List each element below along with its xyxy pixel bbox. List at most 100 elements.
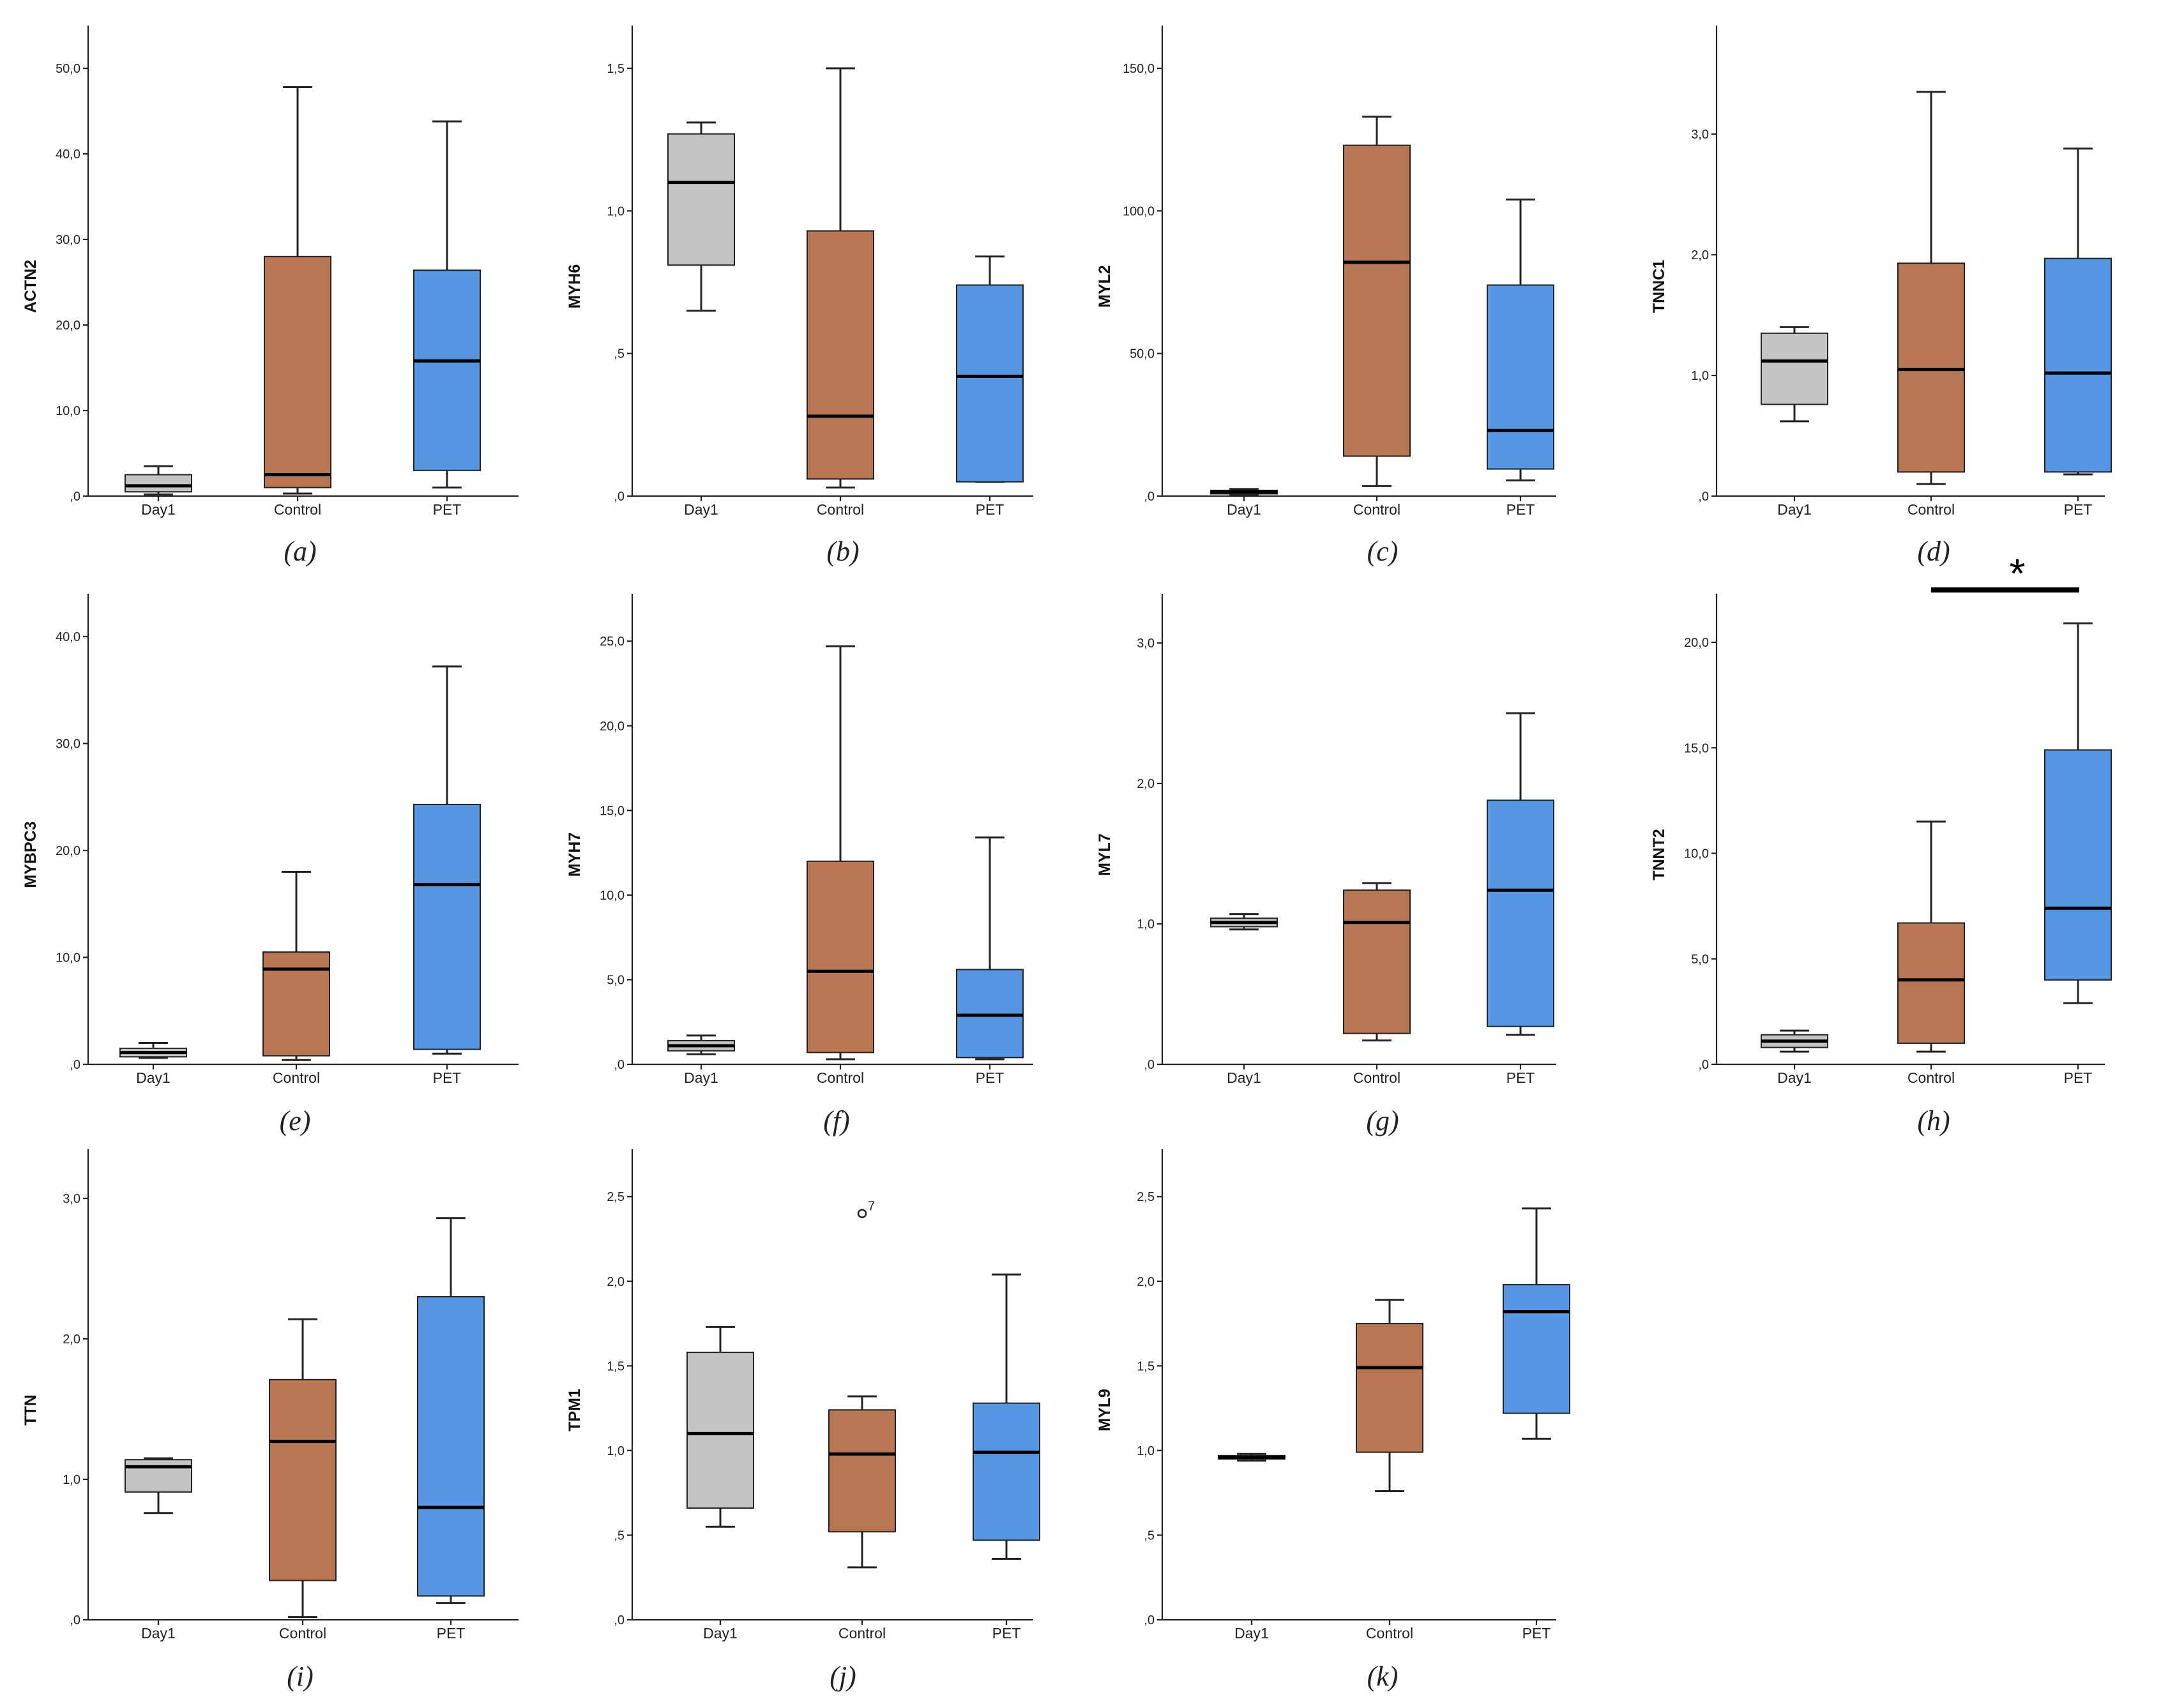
- y-tick-label: ,5: [614, 1529, 625, 1543]
- x-tick-label-control: Control: [1366, 1625, 1413, 1642]
- x-tick-label-day1: Day1: [1227, 1069, 1261, 1086]
- y-tick-label: 2,0: [63, 1332, 80, 1347]
- box-day1: [1761, 326, 1828, 423]
- y-tick-label: 15,0: [1684, 741, 1709, 755]
- panel-caption-j: (j): [830, 1661, 856, 1692]
- iqr-box: [956, 969, 1024, 1059]
- x-tick-label-control: Control: [1907, 501, 1955, 518]
- iqr-box: [1897, 262, 1965, 473]
- y-axis-label: ACTN2: [22, 260, 40, 313]
- x-tick-label-pet: PET: [433, 501, 462, 518]
- y-tick-label: 2,0: [1137, 777, 1155, 791]
- panel-caption-g: (g): [1366, 1105, 1399, 1136]
- x-tick-label-pet: PET: [1522, 1625, 1551, 1642]
- iqr-box: [956, 284, 1024, 483]
- y-tick-label: 3,0: [1691, 128, 1709, 142]
- x-tick-label-pet: PET: [992, 1625, 1021, 1642]
- y-tick-label: ,0: [614, 1613, 625, 1627]
- y-tick-label: ,5: [1144, 1529, 1155, 1543]
- x-tick-label-pet: PET: [976, 1069, 1005, 1086]
- x-tick-label-pet: PET: [2064, 1069, 2093, 1086]
- iqr-box: [1487, 799, 1554, 1027]
- x-tick-label-day1: Day1: [684, 1069, 718, 1086]
- y-tick-label: 2,5: [607, 1190, 625, 1204]
- box-day1: [1761, 1029, 1828, 1053]
- box-pet: [413, 665, 481, 1055]
- y-tick-label: ,0: [1144, 1613, 1155, 1627]
- iqr-box: [828, 1409, 896, 1533]
- y-tick-label: 5,0: [607, 973, 625, 987]
- box-pet: [1487, 198, 1554, 481]
- iqr-box: [1343, 889, 1411, 1034]
- x-tick-label-pet: PET: [2064, 501, 2093, 518]
- y-tick-label: 2,0: [1691, 248, 1709, 262]
- y-tick-label: 50,0: [1130, 347, 1155, 361]
- iqr-box: [125, 1459, 192, 1493]
- box-pet: [973, 1273, 1040, 1560]
- x-tick-label-control: Control: [817, 501, 864, 518]
- iqr-box: [1343, 144, 1411, 457]
- y-tick-label: ,0: [70, 490, 80, 504]
- y-tick-label: ,0: [1144, 1058, 1155, 1072]
- y-tick-label: 1,5: [1137, 1359, 1155, 1373]
- box-control: [1897, 820, 1965, 1053]
- y-tick-label: 3,0: [1137, 637, 1155, 651]
- x-tick-label-pet: PET: [1506, 501, 1535, 518]
- y-tick-label: 150,0: [1123, 62, 1155, 76]
- panel-caption-i: (i): [287, 1661, 314, 1692]
- panel-e: ,0 10,0 20,0 30,0 40,0 MYBPC3 Day1 Control PET (e…: [22, 594, 519, 1136]
- box-control: [1356, 1299, 1423, 1493]
- panel-caption-c: (c): [1367, 536, 1399, 567]
- y-tick-label: 10,0: [1684, 847, 1709, 861]
- box-day1: [686, 1325, 754, 1528]
- y-tick-label: ,0: [70, 1613, 80, 1627]
- y-tick-label: 40,0: [56, 147, 80, 162]
- x-tick-label-day1: Day1: [703, 1625, 738, 1642]
- box-day1: [1210, 488, 1278, 496]
- iqr-box: [973, 1402, 1040, 1541]
- y-tick-label: 1,0: [1137, 1444, 1155, 1458]
- x-tick-label-day1: Day1: [1777, 1069, 1812, 1086]
- box-pet: [956, 255, 1024, 483]
- y-tick-label: 1,0: [607, 1444, 625, 1458]
- iqr-box: [667, 133, 735, 266]
- iqr-box: [1897, 922, 1965, 1044]
- box-control: [262, 871, 330, 1061]
- y-axis-label: TNNC1: [1650, 260, 1668, 313]
- panel-g: ,0 1,0 2,0 3,0 MYL7 Day1 Control PET (g): [1096, 594, 1556, 1136]
- iqr-box: [269, 1378, 337, 1581]
- y-tick-label: 20,0: [56, 319, 80, 333]
- box-pet: [2044, 147, 2112, 476]
- y-tick-label: ,0: [1144, 490, 1155, 504]
- panel-caption-k: (k): [1367, 1661, 1399, 1692]
- y-tick-label: ,0: [614, 1058, 625, 1072]
- x-tick-label-day1: Day1: [1777, 501, 1812, 518]
- x-tick-label-day1: Day1: [684, 501, 718, 518]
- box-control: [269, 1318, 337, 1619]
- panel-f: ,0 5,0 10,0 15,0 20,0 25,0 MYH7 Day1 Control PET (…: [566, 594, 1033, 1136]
- panel-b: ,0 ,5 1,0 1,5 MYH6 Day1 Control PET (b): [566, 26, 1033, 567]
- iqr-box: [807, 860, 874, 1053]
- y-tick-label: 20,0: [600, 720, 625, 734]
- panel-caption-b: (b): [826, 536, 859, 567]
- x-tick-label-day1: Day1: [136, 1069, 171, 1086]
- y-tick-label: 1,0: [1137, 917, 1155, 932]
- x-tick-label-control: Control: [279, 1625, 326, 1642]
- iqr-box: [1356, 1323, 1423, 1453]
- x-tick-label-pet: PET: [437, 1625, 466, 1642]
- y-tick-label: ,0: [1698, 1058, 1709, 1072]
- box-pet: [1503, 1207, 1570, 1440]
- box-pet: [1487, 712, 1554, 1036]
- box-control: [264, 86, 331, 495]
- y-axis-label: MYL9: [1096, 1389, 1114, 1431]
- panel-i: ,0 1,0 2,0 3,0 TTN Day1 Control PET (i): [22, 1149, 519, 1692]
- x-tick-label-day1: Day1: [1234, 1625, 1269, 1642]
- panel-caption-h: (h): [1917, 1105, 1950, 1136]
- y-tick-label: 20,0: [1684, 636, 1709, 650]
- box-control: [807, 67, 874, 489]
- y-tick-label: 20,0: [56, 844, 80, 858]
- box-control: [1897, 91, 1965, 485]
- iqr-box: [686, 1352, 754, 1509]
- panel-k: ,0 ,5 1,0 1,5 2,0 2,5 MYL9 Day1 Control PET (k): [1096, 1149, 1570, 1692]
